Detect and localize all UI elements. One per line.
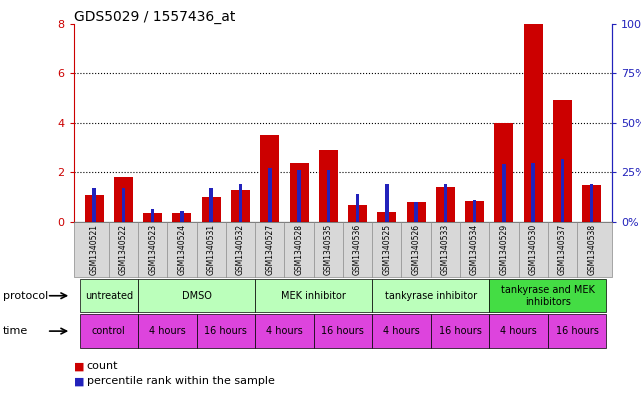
Bar bbox=[143, 213, 162, 222]
Bar bbox=[444, 184, 447, 222]
Bar bbox=[238, 184, 242, 222]
Bar bbox=[348, 205, 367, 222]
Text: 4 hours: 4 hours bbox=[500, 326, 537, 336]
Bar bbox=[114, 177, 133, 222]
Bar bbox=[356, 194, 360, 222]
Text: GSM1340527: GSM1340527 bbox=[265, 224, 274, 275]
Text: GSM1340523: GSM1340523 bbox=[148, 224, 157, 275]
Bar bbox=[92, 188, 96, 222]
Bar bbox=[590, 184, 594, 222]
Text: GDS5029 / 1557436_at: GDS5029 / 1557436_at bbox=[74, 10, 235, 24]
Text: tankyrase inhibitor: tankyrase inhibitor bbox=[385, 291, 477, 301]
Bar bbox=[172, 213, 192, 222]
Text: MEK inhibitor: MEK inhibitor bbox=[281, 291, 346, 301]
Text: control: control bbox=[92, 326, 126, 336]
Text: ■: ■ bbox=[74, 361, 84, 371]
Bar bbox=[151, 209, 154, 222]
Text: GSM1340522: GSM1340522 bbox=[119, 224, 128, 275]
Text: GSM1340525: GSM1340525 bbox=[382, 224, 391, 275]
Bar bbox=[414, 202, 418, 222]
Bar bbox=[260, 135, 279, 222]
Text: 4 hours: 4 hours bbox=[383, 326, 420, 336]
Text: 4 hours: 4 hours bbox=[149, 326, 186, 336]
Text: GSM1340538: GSM1340538 bbox=[587, 224, 596, 275]
Bar bbox=[561, 158, 564, 222]
Bar bbox=[268, 169, 272, 222]
Text: GSM1340521: GSM1340521 bbox=[90, 224, 99, 275]
Bar bbox=[582, 185, 601, 222]
Bar bbox=[319, 150, 338, 222]
Text: DMSO: DMSO bbox=[181, 291, 212, 301]
Text: GSM1340524: GSM1340524 bbox=[178, 224, 187, 275]
Bar bbox=[85, 195, 104, 222]
Text: GSM1340531: GSM1340531 bbox=[207, 224, 216, 275]
Bar bbox=[290, 163, 308, 222]
Bar bbox=[465, 201, 484, 222]
Text: percentile rank within the sample: percentile rank within the sample bbox=[87, 376, 274, 386]
Text: GSM1340528: GSM1340528 bbox=[295, 224, 304, 275]
Text: count: count bbox=[87, 361, 118, 371]
Text: GSM1340536: GSM1340536 bbox=[353, 224, 362, 275]
Bar bbox=[531, 163, 535, 222]
Bar bbox=[385, 184, 388, 222]
Text: GSM1340533: GSM1340533 bbox=[441, 224, 450, 275]
Bar bbox=[326, 171, 330, 222]
Text: ■: ■ bbox=[74, 376, 84, 386]
Bar bbox=[473, 200, 476, 222]
Text: time: time bbox=[3, 326, 28, 336]
Text: GSM1340534: GSM1340534 bbox=[470, 224, 479, 275]
Text: 16 hours: 16 hours bbox=[322, 326, 364, 336]
Bar bbox=[210, 188, 213, 222]
Bar bbox=[202, 197, 221, 222]
Text: 16 hours: 16 hours bbox=[204, 326, 247, 336]
Bar bbox=[231, 190, 250, 222]
Text: 4 hours: 4 hours bbox=[266, 326, 303, 336]
Bar bbox=[122, 188, 125, 222]
Text: GSM1340537: GSM1340537 bbox=[558, 224, 567, 275]
Bar bbox=[436, 187, 455, 222]
Text: GSM1340526: GSM1340526 bbox=[412, 224, 420, 275]
Bar bbox=[494, 123, 513, 222]
Text: GSM1340529: GSM1340529 bbox=[499, 224, 508, 275]
Bar bbox=[524, 24, 543, 222]
Text: protocol: protocol bbox=[3, 291, 49, 301]
Bar bbox=[406, 202, 426, 222]
Bar bbox=[180, 211, 184, 222]
Bar bbox=[502, 165, 506, 222]
Text: GSM1340532: GSM1340532 bbox=[236, 224, 245, 275]
Text: GSM1340530: GSM1340530 bbox=[529, 224, 538, 275]
Bar bbox=[378, 212, 396, 222]
Bar bbox=[297, 171, 301, 222]
Text: 16 hours: 16 hours bbox=[556, 326, 599, 336]
Bar bbox=[553, 101, 572, 222]
Text: 16 hours: 16 hours bbox=[438, 326, 481, 336]
Text: GSM1340535: GSM1340535 bbox=[324, 224, 333, 275]
Text: tankyrase and MEK
inhibitors: tankyrase and MEK inhibitors bbox=[501, 285, 595, 307]
Text: untreated: untreated bbox=[85, 291, 133, 301]
